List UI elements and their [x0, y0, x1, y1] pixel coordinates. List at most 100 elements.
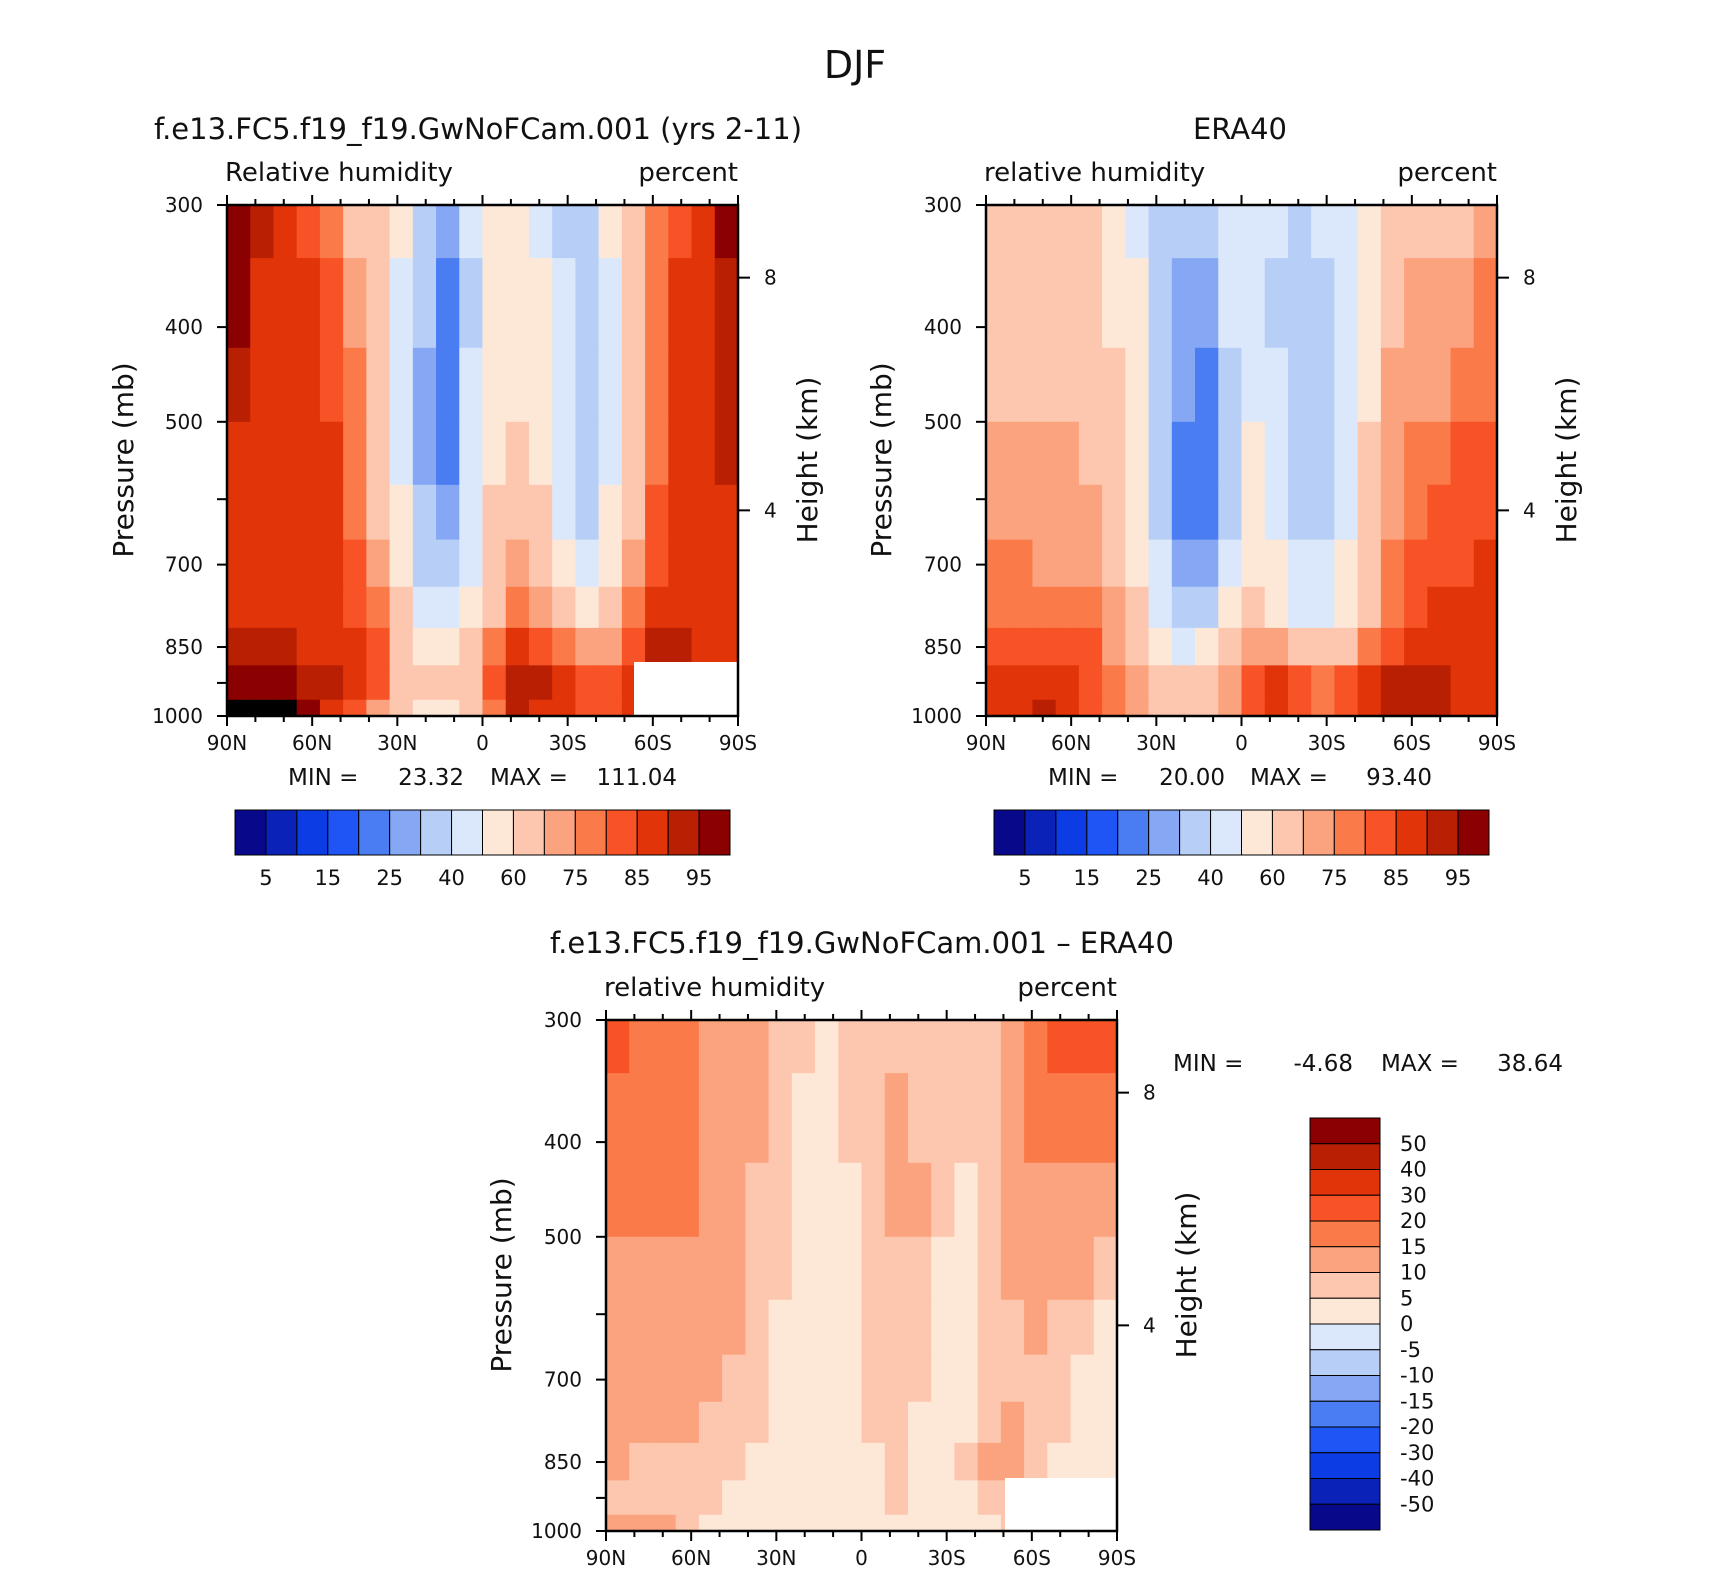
- panel-model-cell: [343, 539, 367, 588]
- panel-difference-cell: [1093, 1401, 1118, 1444]
- panel-era40-cell: [1334, 627, 1359, 666]
- panel-difference-cell: [1093, 1162, 1118, 1238]
- panel-model-cell: [691, 347, 716, 423]
- panel-difference-cell: [1093, 1299, 1118, 1356]
- panel-difference-cell: [884, 1401, 909, 1444]
- panel-difference-cell: [977, 1354, 1002, 1403]
- panel-era40-cell: [1055, 586, 1080, 629]
- panel-model-colorbar-box: [667, 809, 700, 856]
- panel-difference-cell: [1024, 1401, 1048, 1444]
- panel-model-cell: [296, 258, 321, 349]
- panel-difference-cell: [861, 1020, 886, 1074]
- panel-difference-colorbar-label: 15: [1400, 1235, 1427, 1259]
- panel-difference-title: f.e13.FC5.f19_f19.GwNoFCam.001 – ERA40: [550, 926, 1174, 960]
- panel-model-cell: [343, 484, 367, 541]
- panel-era40-cell: [1357, 665, 1382, 701]
- panel-difference-cell: [745, 1442, 770, 1481]
- panel-era40-cell: [1380, 484, 1405, 541]
- panel-era40-cell: [1404, 258, 1428, 349]
- panel-era40-title: ERA40: [1193, 112, 1287, 146]
- panel-era40-cell: [1357, 205, 1382, 259]
- panel-model-cell: [389, 665, 414, 701]
- panel-difference-cell: [861, 1442, 886, 1481]
- panel-era40-cell: [1032, 421, 1057, 486]
- panel-era40-y-tick-label: 1000: [911, 704, 962, 728]
- panel-difference-right-tick-label: 8: [1143, 1081, 1156, 1105]
- panel-difference-colorbar-box: [1309, 1400, 1381, 1428]
- panel-era40-cell: [1334, 699, 1359, 717]
- panel-era40-x-tick-label: 0: [1235, 731, 1248, 755]
- panel-difference-cell: [977, 1162, 1002, 1238]
- panel-difference-contour-field: [606, 1020, 1118, 1532]
- panel-difference-cell: [1024, 1073, 1048, 1164]
- panel-model-colorbar-box: [420, 809, 453, 856]
- panel-model-cell: [505, 586, 530, 629]
- panel-model-y-tick-label: 300: [165, 193, 203, 217]
- panel-difference-colorbar-label: 20: [1400, 1209, 1427, 1233]
- panel-model-cell: [645, 539, 669, 588]
- panel-era40-cell: [1334, 665, 1359, 701]
- panel-era40-cell: [1380, 258, 1405, 349]
- panel-model-ylabel: Pressure (mb): [107, 362, 140, 557]
- panel-era40-cell: [1404, 484, 1428, 541]
- panel-difference-colorbar-box: [1309, 1169, 1381, 1196]
- panel-difference-cell: [652, 1020, 677, 1074]
- panel-era40-cell: [1102, 205, 1126, 259]
- panel-difference-colorbar-label: 30: [1400, 1183, 1427, 1207]
- panel-era40-colorbar-label: 60: [1259, 866, 1286, 890]
- panel-model-cell: [296, 539, 321, 588]
- panel-era40-cell: [1125, 586, 1150, 629]
- panel-model-cell: [436, 665, 460, 701]
- panel-era40-cell: [1473, 421, 1498, 486]
- panel-model-cell: [250, 484, 275, 541]
- panel-difference-cell: [977, 1020, 1002, 1074]
- panel-difference-cell: [907, 1442, 932, 1481]
- panel-era40-cell: [1450, 665, 1475, 701]
- panel-model-cell: [296, 421, 321, 486]
- panel-difference-cell: [606, 1299, 630, 1356]
- panel-difference-colorbar-box: [1309, 1323, 1381, 1351]
- panel-difference-cell: [1070, 1354, 1095, 1403]
- panel-difference-cell: [1093, 1354, 1118, 1403]
- panel-model-cell: [598, 484, 623, 541]
- panel-model-cell: [482, 258, 507, 349]
- panel-difference-cell: [861, 1480, 886, 1516]
- panel-model-y-tick-label: 500: [165, 410, 203, 434]
- panel-difference-cell: [954, 1480, 979, 1516]
- panel-era40-cell: [1055, 627, 1080, 666]
- panel-model-cell: [366, 421, 391, 486]
- panel-era40-cell: [1473, 699, 1498, 717]
- panel-model-cell: [482, 347, 507, 423]
- panel-difference-cell: [931, 1354, 956, 1403]
- panel-era40-cell: [1287, 586, 1312, 629]
- panel-model-cell: [552, 586, 577, 629]
- panel-era40-cell: [1450, 258, 1475, 349]
- panel-model-colorbar-label: 95: [686, 866, 713, 890]
- panel-model-cell: [412, 627, 437, 666]
- panel-model-cell: [668, 421, 693, 486]
- panel-model-cell: [343, 586, 367, 629]
- panel-difference-cell: [745, 1020, 770, 1074]
- panel-era40-cell: [1427, 484, 1452, 541]
- panel-model-cell: [296, 484, 321, 541]
- panel-era40-cell: [1009, 586, 1034, 629]
- panel-difference-cell: [884, 1020, 909, 1074]
- panel-model-cell: [389, 205, 414, 259]
- panel-era40-cell: [1009, 699, 1034, 717]
- panel-era40-y-tick-label: 700: [924, 553, 962, 577]
- panel-model-x-tick-label: 60N: [292, 731, 332, 755]
- panel-model-cell: [436, 205, 460, 259]
- panel-difference-cell: [768, 1162, 793, 1238]
- panel-era40-cell: [1078, 539, 1103, 588]
- panel-difference-cell: [1070, 1020, 1095, 1074]
- panel-era40-y-tick-label: 400: [924, 315, 962, 339]
- panel-difference-cell: [675, 1514, 700, 1532]
- panel-difference-colorbar-box: [1309, 1194, 1381, 1222]
- panel-model-right-tick-label: 4: [764, 498, 777, 522]
- panel-era40-axes: 90N 60N 30N 0 30S 60S 90S 300 400 500 700 850 1000 8 4: [911, 193, 1536, 755]
- panel-era40-cell: [1264, 699, 1289, 717]
- panel-model-colorbar-box: [482, 809, 514, 856]
- panel-era40-cell: [1195, 421, 1219, 486]
- panel-era40-cell: [1357, 258, 1382, 349]
- panel-era40-cell: [1241, 539, 1266, 588]
